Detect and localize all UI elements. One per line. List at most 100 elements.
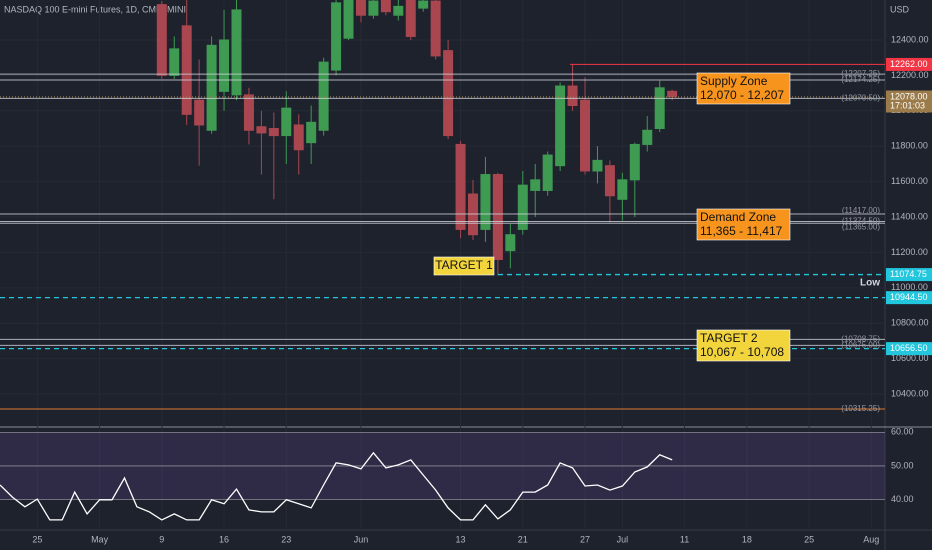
price-tag-label: 12262.00 (890, 59, 928, 69)
candle-body (617, 179, 628, 200)
x-tick-label: 27 (580, 534, 590, 544)
candle-body (169, 48, 180, 76)
rsi-tick-label: 50.00 (891, 460, 914, 470)
price-tag (886, 57, 932, 71)
annotation-box (696, 208, 791, 241)
candle-body (629, 143, 640, 181)
rsi-tick-label: 60.00 (891, 427, 914, 437)
candle-body (331, 2, 342, 71)
candle-body (231, 9, 242, 96)
candle-body (206, 44, 217, 131)
candle-body (654, 87, 665, 130)
candle-body (380, 0, 391, 13)
price-tag-label: 11074.75 (890, 269, 927, 279)
candle-body (343, 0, 354, 39)
countdown: 17:01:03 (890, 100, 925, 110)
candle-body (492, 174, 503, 260)
candle-body (455, 143, 466, 230)
level-label: (12070.50) (841, 93, 880, 102)
level-label: (11365.00) (842, 222, 880, 231)
x-tick-label: 18 (742, 534, 752, 544)
price-tag-label: 10656.50 (890, 343, 928, 353)
annotation-range: 12,070 - 12,207 (700, 88, 784, 102)
candle-body (393, 5, 404, 16)
y-tick-label: 10800.00 (891, 318, 929, 328)
annotation-title: TARGET 2 (700, 331, 758, 345)
candle-body (480, 174, 491, 230)
candle-body (293, 124, 304, 151)
level-label: (11417.00) (842, 206, 880, 215)
annotation-box (433, 256, 495, 276)
candle-body (430, 0, 441, 57)
candle-body (542, 154, 553, 191)
candle-body (667, 90, 678, 98)
level-label: (12207.25) (841, 69, 880, 78)
price-tag-label: 12078.00 (890, 91, 928, 101)
candle-body (567, 85, 578, 106)
y-tick-label: 11400.00 (891, 211, 928, 221)
rsi-tick-label: 40.00 (891, 494, 914, 504)
y-tick-label: 12400.00 (891, 34, 929, 44)
candle-body (405, 0, 416, 37)
y-tick-label: 10600.00 (891, 353, 929, 363)
price-tag-label: 10944.50 (890, 292, 928, 302)
candle-body (642, 129, 653, 145)
candle-body (604, 165, 615, 197)
level-label: (12174.25) (841, 75, 880, 84)
annotation: Low (860, 278, 880, 289)
annotation-box (696, 72, 791, 105)
candle-body (281, 107, 292, 137)
candle-body (592, 159, 603, 172)
annotation-box (696, 329, 791, 362)
candle-body (355, 0, 366, 16)
x-tick-label: 25 (32, 534, 42, 544)
price-tag (886, 291, 932, 305)
y-tick-label: 11800.00 (891, 141, 928, 151)
x-tick-label: 25 (804, 534, 814, 544)
y-tick-label: 11200.00 (891, 247, 928, 257)
annotation-title: Demand Zone (700, 210, 776, 224)
candle-body (268, 128, 279, 137)
rsi-line (0, 451, 673, 521)
candle-body (156, 4, 167, 76)
currency: USD (890, 4, 910, 14)
chart-title: NASDAQ 100 E-mini Futures, 1D, CME_MINI (4, 4, 186, 14)
candle-body (505, 234, 516, 252)
x-tick-label: Aug (863, 534, 879, 544)
price-tag (886, 342, 932, 356)
price-tag (886, 90, 932, 113)
candle-body (368, 0, 379, 16)
candle-body (306, 121, 317, 144)
candle-body (418, 0, 429, 9)
level-label: (10315.25) (841, 404, 880, 413)
candle-body (580, 99, 591, 172)
candle-body (443, 50, 454, 137)
x-tick-label: 23 (281, 534, 291, 544)
level-label: (10675.00) (841, 340, 880, 349)
annotation-title: Supply Zone (700, 74, 768, 88)
x-tick-label: May (91, 534, 109, 544)
x-tick-label: Jun (354, 534, 369, 544)
candle-body (517, 184, 528, 230)
candle-body (219, 39, 230, 92)
level-label: (11374.50) (842, 217, 880, 226)
candle-body (530, 179, 541, 191)
x-tick-label: 21 (518, 534, 528, 544)
candle-body (181, 25, 192, 115)
price-tag (886, 268, 932, 282)
candle-body (256, 126, 267, 134)
annotation-range: 11,365 - 11,417 (700, 224, 783, 238)
y-tick-label: 11600.00 (891, 176, 928, 186)
y-tick-label: 11000.00 (891, 282, 928, 292)
candle-body (555, 85, 566, 167)
candle-body (194, 99, 205, 126)
candle-body (243, 94, 254, 131)
y-tick-label: 12200.00 (891, 70, 929, 80)
level-label: (10708.75) (841, 334, 880, 343)
candle-body (318, 61, 329, 131)
x-tick-label: 13 (456, 534, 466, 544)
x-tick-label: 16 (219, 534, 229, 544)
x-tick-label: Jul (617, 534, 629, 544)
annotation-title: TARGET 1 (435, 258, 493, 272)
